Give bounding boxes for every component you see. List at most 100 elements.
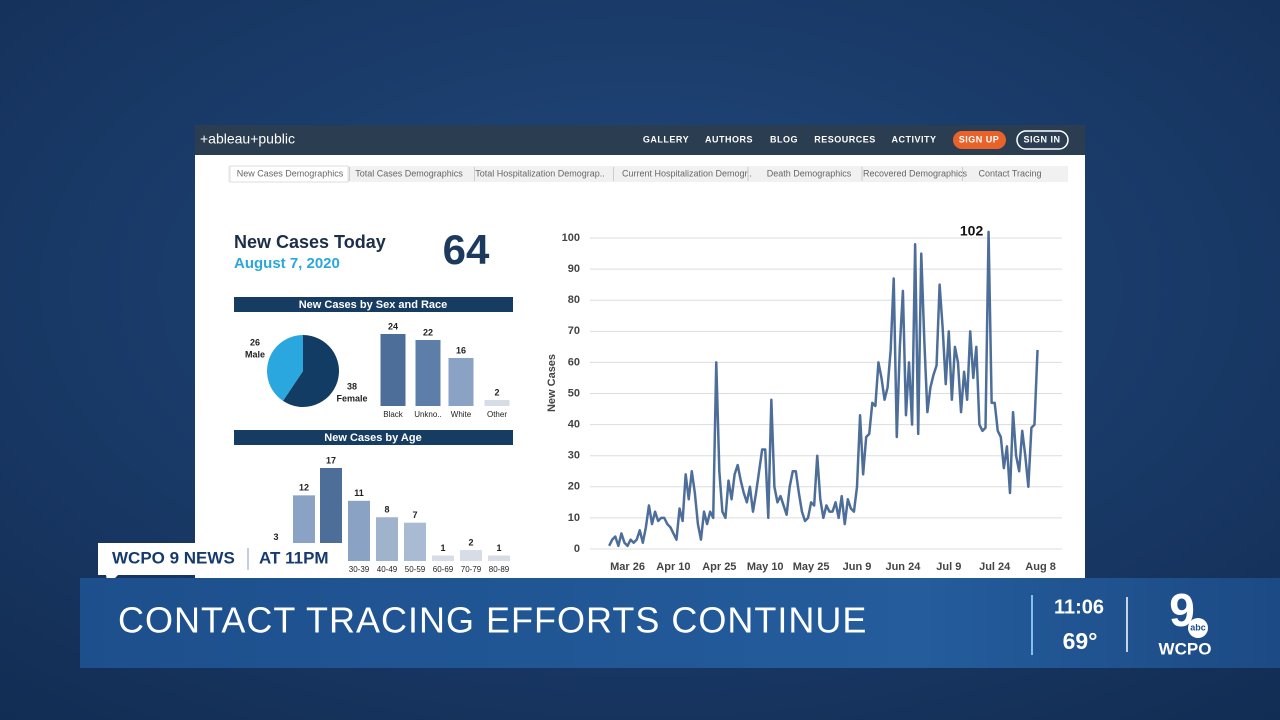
bar-value-label: 7 bbox=[412, 510, 417, 520]
x-tick-label: 60-69 bbox=[433, 565, 454, 574]
nav-link[interactable]: RESOURCES bbox=[814, 134, 876, 144]
summary-count: 64 bbox=[443, 226, 490, 273]
logo-network: abc bbox=[1190, 622, 1206, 632]
bar-value-label: 3 bbox=[273, 532, 278, 542]
y-tick-label: 20 bbox=[568, 481, 580, 493]
x-tick-label: Aug 8 bbox=[1025, 561, 1056, 573]
bar bbox=[415, 340, 441, 406]
tab[interactable]: Recovered Demographics bbox=[863, 168, 968, 178]
tab[interactable]: Contact Tracing bbox=[978, 168, 1041, 178]
x-tick-label: Mar 26 bbox=[610, 561, 645, 573]
bar bbox=[404, 522, 426, 561]
section-header bbox=[234, 430, 513, 445]
bar-value-label: 2 bbox=[468, 537, 473, 547]
x-tick-label: Jul 24 bbox=[979, 561, 1011, 573]
logo-station: WCPO bbox=[1159, 639, 1212, 658]
section-title: New Cases by Sex and Race bbox=[299, 299, 448, 311]
y-tick-label: 60 bbox=[568, 356, 580, 368]
headline: CONTACT TRACING EFFORTS CONTINUE bbox=[118, 600, 867, 641]
x-tick-label: Apr 25 bbox=[702, 561, 736, 573]
bar bbox=[460, 550, 482, 561]
nav-link[interactable]: GALLERY bbox=[643, 134, 689, 144]
x-tick-label: Black bbox=[383, 410, 404, 419]
x-tick-label: Jun 24 bbox=[885, 561, 921, 573]
x-tick-label: 40-49 bbox=[377, 565, 398, 574]
nav-bar bbox=[195, 125, 1085, 155]
bar-value-label: 1 bbox=[496, 543, 501, 553]
bar-value-label: 22 bbox=[423, 327, 433, 337]
bar bbox=[432, 555, 454, 561]
x-tick-label: 30-39 bbox=[349, 565, 370, 574]
summary-date: August 7, 2020 bbox=[234, 255, 340, 272]
show-tag: WCPO 9 NEWS bbox=[112, 548, 235, 567]
bar-value-label: 12 bbox=[299, 483, 309, 493]
y-tick-label: 10 bbox=[568, 512, 580, 524]
pie-value-label: 26 bbox=[250, 337, 260, 347]
tab[interactable]: Total Cases Demographics bbox=[355, 168, 463, 178]
bar-value-label: 11 bbox=[354, 488, 364, 498]
nav-link[interactable]: AUTHORS bbox=[705, 134, 753, 144]
sign-in-label[interactable]: SIGN IN bbox=[1023, 134, 1060, 144]
y-tick-label: 30 bbox=[568, 450, 580, 462]
bar-value-label: 24 bbox=[388, 321, 398, 331]
tab[interactable]: Total Hospitalization Demograp.. bbox=[475, 168, 605, 178]
tag-box bbox=[98, 543, 345, 585]
bar-value-label: 17 bbox=[326, 455, 336, 465]
pie-value-label: 38 bbox=[347, 381, 357, 391]
lower-third: WCPO 9 NEWS AT 11PM CONTACT TRACING EFFO… bbox=[80, 543, 1280, 668]
y-tick-label: 70 bbox=[568, 325, 580, 337]
pie-category-label: Male bbox=[245, 349, 265, 359]
x-tick-label: Jul 9 bbox=[936, 561, 961, 573]
pie-slice bbox=[267, 335, 303, 401]
sign-in-button[interactable] bbox=[1016, 130, 1069, 150]
x-tick-label: 70-79 bbox=[461, 565, 482, 574]
clock: 11:06 bbox=[1054, 596, 1104, 618]
sign-up-button[interactable] bbox=[953, 131, 1006, 149]
tab[interactable]: New Cases Demographics bbox=[237, 168, 344, 178]
bar bbox=[320, 468, 342, 561]
y-axis-label: New Cases bbox=[546, 354, 558, 412]
y-tick-label: 100 bbox=[562, 232, 580, 244]
pie-category-label: Female bbox=[336, 393, 367, 403]
x-tick-label: 50-59 bbox=[405, 565, 426, 574]
x-tick-label: Unkno.. bbox=[414, 410, 442, 419]
bar bbox=[348, 500, 370, 561]
nav-link[interactable]: ACTIVITY bbox=[891, 134, 936, 144]
bar-value-label: 16 bbox=[456, 345, 466, 355]
y-tick-label: 0 bbox=[574, 543, 580, 555]
y-tick-label: 40 bbox=[568, 419, 580, 431]
x-tick-label: 80-89 bbox=[489, 565, 510, 574]
y-tick-label: 80 bbox=[568, 294, 580, 306]
sign-up-label[interactable]: SIGN UP bbox=[959, 134, 1000, 144]
nav-link[interactable]: BLOG bbox=[770, 134, 798, 144]
banner bbox=[80, 578, 1280, 668]
x-tick-label: May 25 bbox=[793, 561, 830, 573]
max-label: 102 bbox=[960, 223, 984, 239]
bar bbox=[380, 334, 406, 406]
bar bbox=[484, 400, 510, 406]
bar-value-label: 1 bbox=[440, 543, 445, 553]
x-tick-label: Other bbox=[487, 410, 507, 419]
pie-slice bbox=[282, 335, 339, 407]
y-tick-label: 90 bbox=[568, 263, 580, 275]
bar-value-label: 8 bbox=[384, 505, 389, 515]
section-title: New Cases by Age bbox=[324, 432, 421, 444]
bar bbox=[448, 358, 474, 406]
abc-badge bbox=[1188, 618, 1208, 638]
x-tick-label: Apr 10 bbox=[656, 561, 690, 573]
active-tab bbox=[229, 165, 349, 183]
section-header bbox=[234, 297, 513, 312]
x-tick-label: Jun 9 bbox=[843, 561, 872, 573]
bar-value-label: 2 bbox=[494, 387, 499, 397]
tab[interactable]: Death Demographics bbox=[767, 168, 852, 178]
temperature: 69° bbox=[1063, 628, 1098, 654]
line bbox=[608, 230, 1039, 548]
time-slot: AT 11PM bbox=[259, 548, 329, 567]
y-tick-label: 50 bbox=[568, 387, 580, 399]
tab[interactable]: Current Hospitalization Demogr.. bbox=[622, 168, 752, 178]
logo: +ableau+public bbox=[200, 131, 295, 147]
bar bbox=[488, 555, 510, 561]
tab-bar bbox=[228, 166, 1068, 182]
